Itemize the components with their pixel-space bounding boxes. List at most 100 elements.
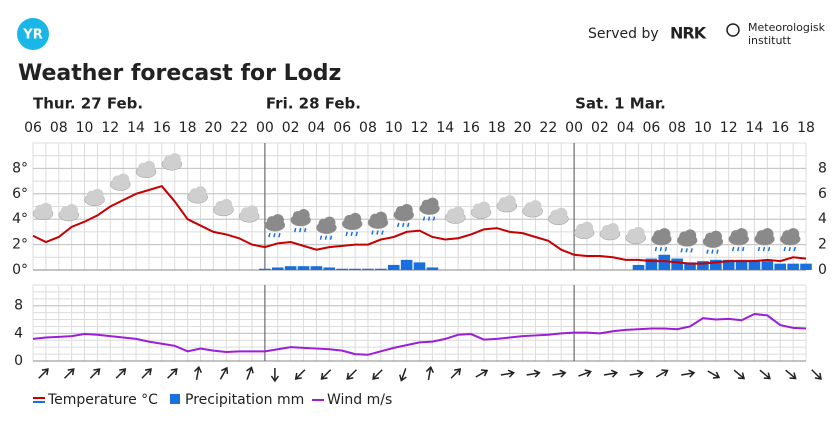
raindrop [690, 248, 693, 253]
arrow-head [119, 368, 127, 376]
arrow-head [789, 372, 797, 380]
cloud [271, 214, 284, 227]
arrow-head [688, 369, 696, 378]
arrow-shaft [347, 369, 357, 379]
wind-arrow [320, 369, 332, 380]
x-tick-label: 20 [514, 120, 532, 136]
raindrop [432, 216, 436, 221]
x-tick-label: 04 [308, 120, 326, 136]
arrow-shaft [733, 369, 744, 379]
cloud [478, 201, 491, 214]
cloud [323, 216, 336, 229]
arrow-head [221, 366, 229, 375]
x-tick-label: 04 [617, 120, 635, 136]
wind-arrow [270, 368, 280, 383]
arrow-shaft [811, 369, 821, 379]
y-tick-label: 0° [12, 262, 28, 278]
arrow-head [425, 365, 434, 373]
arrow-shaft [655, 370, 667, 378]
precip-bar [722, 259, 735, 270]
weather-icon [341, 212, 363, 237]
wind-arrow [141, 368, 152, 379]
arrow-shaft [167, 369, 177, 379]
arrow-shaft [578, 371, 590, 377]
wind-arrow [707, 370, 721, 379]
cloud [684, 229, 697, 242]
cloud [65, 203, 78, 216]
precip-bar [426, 267, 439, 270]
met-logo-line: Meteorologisk [748, 21, 826, 34]
precip-bar [658, 254, 671, 270]
cloud [555, 207, 568, 220]
x-tick-label: 18 [488, 120, 506, 136]
arrow-head [507, 369, 515, 378]
y2-tick-label: 6 [818, 186, 827, 202]
weather-icon [264, 214, 286, 238]
arrow-head [41, 368, 49, 376]
wind-arrow [785, 369, 797, 380]
weather-icon [599, 223, 621, 241]
x-tick-label: 12 [411, 120, 429, 136]
arrow-shaft [219, 368, 228, 380]
logo[interactable] [17, 18, 49, 50]
weather-icon [161, 153, 183, 171]
x-tick-label: 16 [462, 120, 480, 136]
legend-swatch [170, 394, 180, 404]
wind-arrow [246, 366, 254, 380]
y-tick-label: 6° [12, 186, 28, 202]
x-tick-label: 16 [153, 120, 171, 136]
weather-icon [522, 200, 543, 218]
raindrop [397, 222, 400, 228]
raindrop [407, 222, 410, 228]
y-tick-label: 8° [12, 160, 28, 176]
wind-arrow [759, 369, 771, 380]
raindrop [757, 246, 761, 252]
x-tick-label: 08 [359, 120, 377, 136]
cloud [787, 228, 800, 241]
precip-bar [323, 267, 336, 270]
arrow-head [193, 365, 203, 373]
x-tick-label: 12 [720, 120, 738, 136]
precip-bar [748, 259, 761, 270]
arrow-shaft [63, 369, 74, 379]
cloud [503, 195, 516, 208]
raindrop [680, 248, 683, 253]
x-tick-label: 10 [76, 120, 94, 136]
raindrop [278, 232, 281, 238]
day-label: Thur. 27 Feb. [33, 95, 143, 113]
arrow-shaft [681, 372, 694, 376]
arrow-shaft [115, 369, 126, 379]
weather-icon [496, 195, 518, 213]
arrow-shaft [400, 368, 407, 380]
weather-icon [393, 203, 414, 228]
wind-arrow [38, 368, 49, 379]
precip-bar [761, 261, 774, 270]
cloud [168, 153, 181, 166]
arrow-shaft [246, 368, 252, 380]
legend-label: Wind m/s [327, 392, 392, 408]
arrow-head [270, 375, 280, 383]
raindrop [788, 246, 791, 252]
chart-title: Weather forecast for Lodz [18, 61, 341, 86]
arrow-shaft [195, 367, 200, 381]
arrow-head [372, 372, 380, 380]
arrow-head [67, 368, 75, 376]
arrow-shaft [38, 369, 48, 379]
nrk-logo[interactable]: NRK [670, 24, 708, 43]
weather-icon [779, 228, 801, 252]
raindrop [736, 246, 740, 252]
arrow-shaft [707, 370, 719, 378]
arrow-head [584, 369, 592, 378]
cloud [581, 221, 594, 234]
weather-icon [135, 160, 157, 179]
met-logo-icon [726, 23, 740, 37]
weather-icon [754, 228, 775, 252]
raindrop [402, 222, 405, 228]
arrow-head [533, 369, 541, 378]
day-label: Sat. 1 Mar. [575, 95, 666, 113]
raindrop [422, 216, 426, 221]
cloud [606, 223, 619, 236]
arrow-shaft [785, 369, 796, 379]
y-tick-label: 2° [12, 237, 28, 253]
legend-label: Temperature °C [47, 392, 158, 408]
